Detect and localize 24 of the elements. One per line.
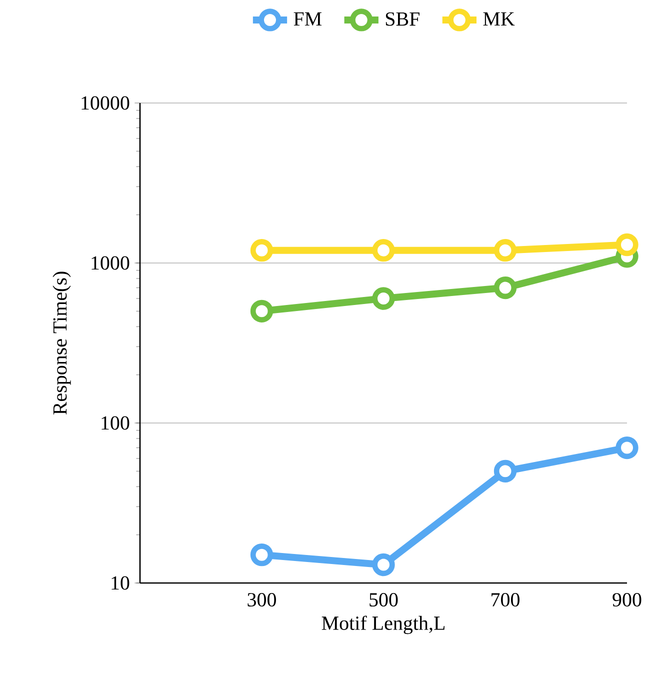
- y-tick-label: 10000: [82, 96, 130, 110]
- y-tick-label: 100: [102, 416, 130, 430]
- legend-label: FM: [294, 12, 322, 26]
- y-axis-title: Response Time(s): [52, 272, 71, 415]
- legend-label: MK: [483, 12, 515, 26]
- x-tick-label: 500: [370, 593, 398, 606]
- point: [494, 460, 517, 482]
- point: [616, 436, 638, 460]
- x-tick-label: 700: [492, 593, 520, 606]
- point: [494, 238, 517, 262]
- point: [372, 287, 395, 310]
- point: [372, 553, 395, 576]
- point: [250, 300, 274, 322]
- y-tick-label: 1000: [92, 256, 130, 270]
- point: [616, 233, 638, 256]
- x-tick-label: 300: [248, 593, 276, 606]
- point: [494, 276, 517, 300]
- legend-label: SBF: [386, 12, 420, 26]
- x-tick-label: 900: [612, 593, 642, 606]
- x-axis-title: Motif Length,L: [322, 616, 445, 634]
- point: [372, 238, 395, 262]
- y-tick-label: 10: [112, 576, 130, 590]
- point: [250, 238, 274, 262]
- point: [250, 543, 274, 566]
